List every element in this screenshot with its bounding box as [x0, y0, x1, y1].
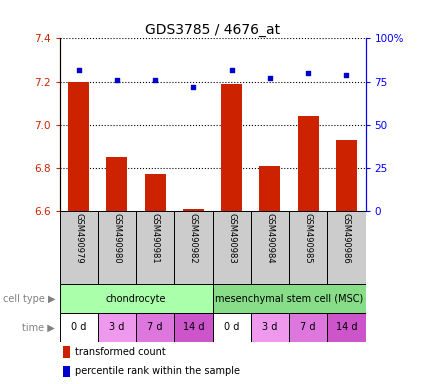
Point [190, 84, 197, 90]
Bar [259, 166, 280, 211]
Text: 3 d: 3 d [262, 322, 278, 333]
Bar [327, 313, 366, 342]
Bar [98, 211, 136, 284]
Bar [136, 313, 174, 342]
Bar [336, 140, 357, 211]
Bar [212, 211, 251, 284]
Text: GSM490986: GSM490986 [342, 214, 351, 264]
Bar [251, 211, 289, 284]
Text: 3 d: 3 d [109, 322, 125, 333]
Text: percentile rank within the sample: percentile rank within the sample [75, 366, 240, 376]
Text: 7 d: 7 d [147, 322, 163, 333]
Point [266, 75, 273, 81]
Text: 0 d: 0 d [71, 322, 86, 333]
Text: time ▶: time ▶ [23, 322, 55, 333]
Text: GSM490979: GSM490979 [74, 214, 83, 264]
Point [228, 66, 235, 73]
Point [305, 70, 312, 76]
Bar [144, 174, 166, 211]
Bar [60, 284, 212, 313]
Title: GDS3785 / 4676_at: GDS3785 / 4676_at [145, 23, 280, 37]
Bar [212, 284, 366, 313]
Bar [106, 157, 128, 211]
Text: 14 d: 14 d [183, 322, 204, 333]
Bar [98, 313, 136, 342]
Bar [68, 82, 89, 211]
Bar [289, 313, 327, 342]
Bar [62, 366, 70, 377]
Bar [174, 313, 212, 342]
Bar [251, 313, 289, 342]
Text: transformed count: transformed count [75, 347, 166, 357]
Text: 14 d: 14 d [336, 322, 357, 333]
Text: cell type ▶: cell type ▶ [3, 293, 55, 304]
Bar [221, 84, 242, 211]
Bar [212, 313, 251, 342]
Text: GSM490982: GSM490982 [189, 214, 198, 264]
Text: 7 d: 7 d [300, 322, 316, 333]
Bar [289, 211, 327, 284]
Bar [136, 211, 174, 284]
Text: GSM490984: GSM490984 [265, 214, 275, 264]
Bar [298, 116, 319, 211]
Text: chondrocyte: chondrocyte [106, 293, 166, 304]
Text: GSM490980: GSM490980 [112, 214, 122, 264]
Bar [60, 313, 98, 342]
Point [343, 71, 350, 78]
Point [75, 66, 82, 73]
Point [152, 77, 159, 83]
Bar [60, 211, 98, 284]
Text: 0 d: 0 d [224, 322, 239, 333]
Text: GSM490983: GSM490983 [227, 214, 236, 264]
Bar [327, 211, 366, 284]
Point [113, 77, 120, 83]
Bar [62, 346, 70, 358]
Text: GSM490985: GSM490985 [303, 214, 313, 264]
Bar [174, 211, 212, 284]
Bar [183, 209, 204, 211]
Text: mesenchymal stem cell (MSC): mesenchymal stem cell (MSC) [215, 293, 363, 304]
Text: GSM490981: GSM490981 [150, 214, 160, 264]
